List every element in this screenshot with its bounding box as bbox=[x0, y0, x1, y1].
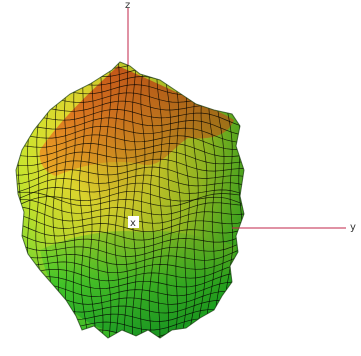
mesh-longitude-line bbox=[148, 62, 155, 338]
mesh-latitude-line bbox=[16, 158, 244, 176]
mesh-latitude-line bbox=[16, 191, 244, 207]
x-axis-label: x bbox=[130, 218, 136, 229]
mesh-latitude-line bbox=[16, 262, 244, 282]
mesh-longitude-line bbox=[163, 62, 172, 338]
surface-mesh bbox=[0, 56, 245, 339]
mesh-longitude-line bbox=[156, 62, 163, 338]
mesh-latitude-line bbox=[16, 198, 244, 216]
mesh-longitude-line bbox=[70, 62, 80, 338]
mesh-longitude-line bbox=[88, 62, 96, 338]
mesh-longitude-line bbox=[79, 62, 89, 338]
mesh-longitude-line bbox=[140, 62, 146, 338]
mesh-longitude-line bbox=[0, 56, 15, 338]
mesh-longitude-line bbox=[61, 62, 73, 338]
mesh-longitude-line bbox=[171, 62, 181, 338]
mesh-latitude-line bbox=[16, 174, 244, 194]
mesh-latitude-line bbox=[16, 245, 244, 265]
surface-outline bbox=[15, 61, 245, 339]
mesh-longitude-line bbox=[114, 62, 120, 338]
mesh-longitude-line bbox=[180, 62, 190, 338]
mesh-latitude-line bbox=[16, 143, 244, 157]
mesh-latitude-line bbox=[16, 125, 244, 143]
mesh-latitude-line bbox=[16, 166, 244, 185]
mesh-longitude-line bbox=[243, 62, 244, 338]
y-axis-label: y bbox=[350, 222, 356, 233]
mesh-longitude-line bbox=[105, 62, 112, 338]
z-axis-label: z bbox=[125, 0, 130, 11]
mesh-longitude-line bbox=[97, 62, 104, 338]
mesh-latitude-line bbox=[16, 230, 244, 249]
mesh-latitude-line bbox=[16, 253, 244, 274]
mesh-latitude-line bbox=[16, 238, 244, 257]
mesh-longitude-line bbox=[131, 62, 137, 338]
mesh-longitude-line bbox=[123, 62, 129, 338]
mesh-latitude-line bbox=[16, 150, 244, 167]
mesh-latitude-line bbox=[16, 221, 244, 241]
x-axis-label-box: x bbox=[128, 216, 139, 229]
surface-shading bbox=[16, 62, 244, 338]
mesh-latitude-line bbox=[16, 182, 244, 202]
mesh-latitude-line bbox=[16, 134, 244, 150]
mesh-latitude-line bbox=[16, 109, 244, 129]
mesh-latitude-line bbox=[16, 213, 244, 233]
